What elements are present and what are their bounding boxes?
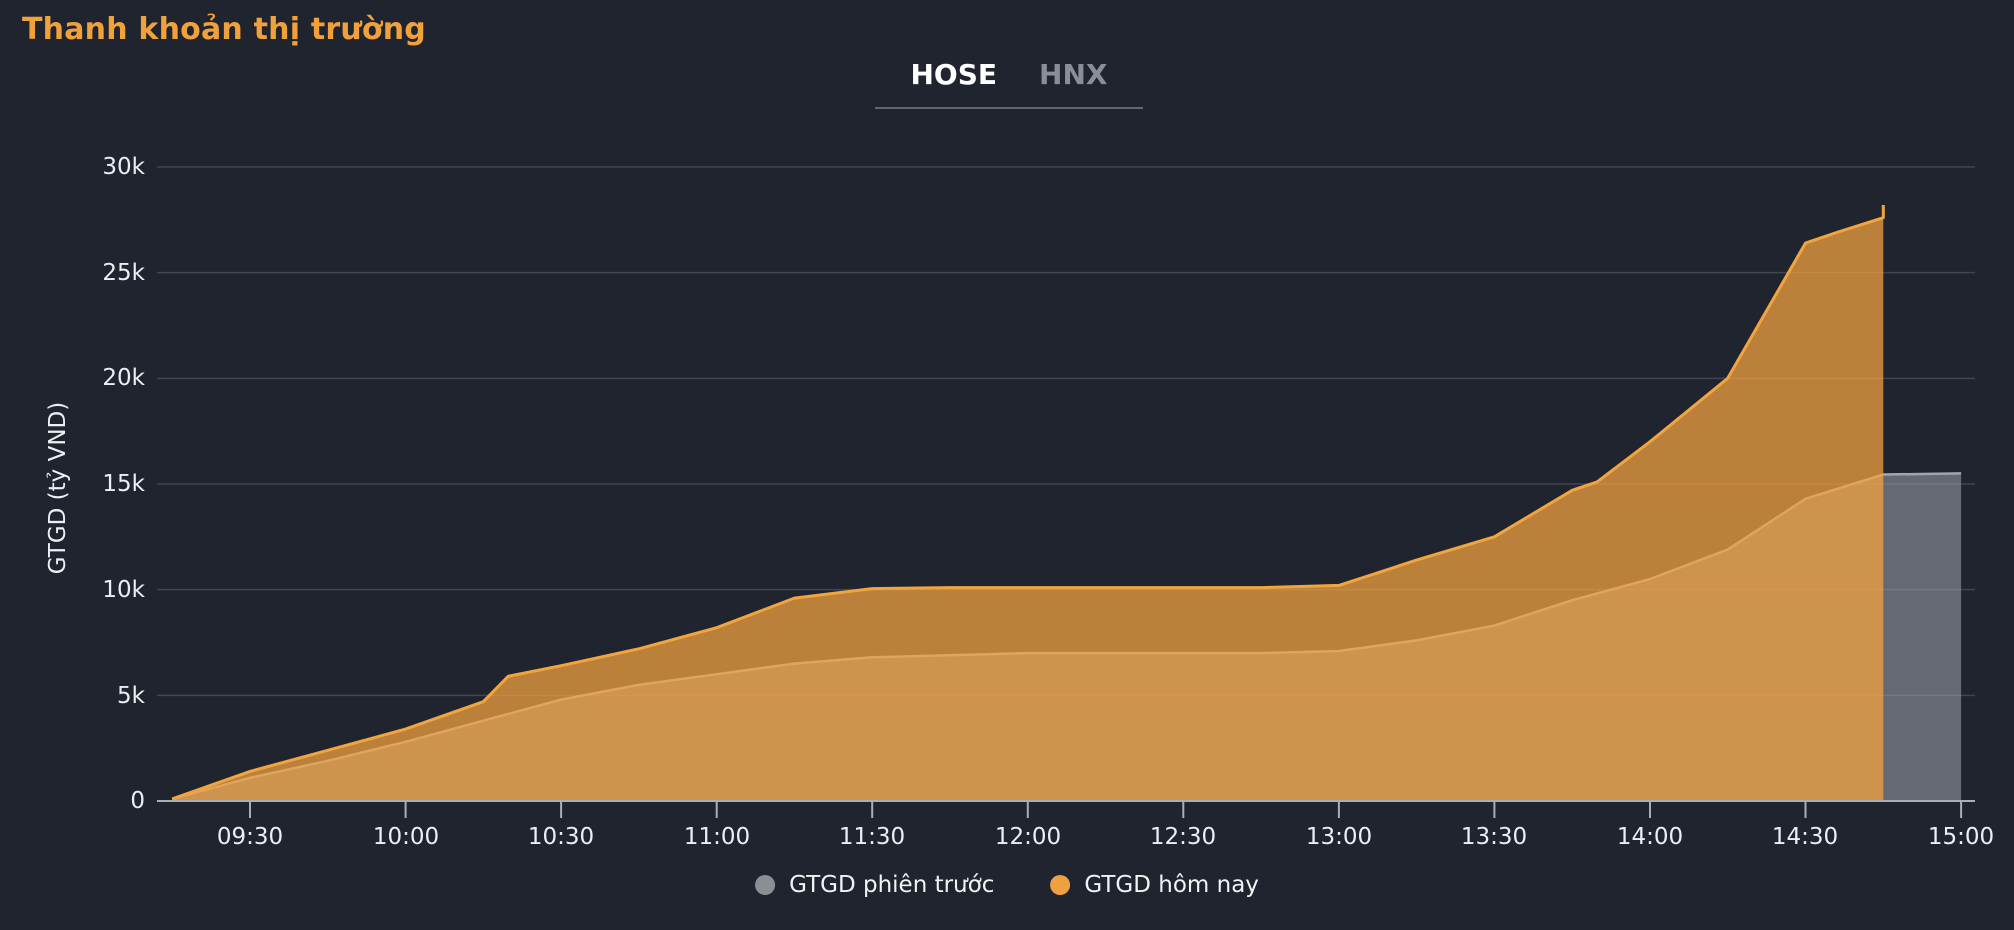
x-tick-label: 15:00 <box>1927 824 1995 850</box>
legend-item-prev[interactable]: GTGD phiên trước <box>755 872 994 898</box>
legend-label: GTGD phiên trước <box>789 872 995 898</box>
legend-dot-gray-icon <box>755 875 776 895</box>
x-tick-label: 12:30 <box>1149 824 1217 850</box>
tab-hnx[interactable]: HNX <box>1039 58 1108 91</box>
y-axis-title: GTGD (tỷ VND) <box>45 401 71 575</box>
exchange-tabs: HOSE HNX <box>875 58 1143 109</box>
y-tick-label: 25k <box>102 260 145 286</box>
page-title: Thanh khoản thị trường <box>22 12 426 47</box>
chart-legend: GTGD phiên trước GTGD hôm nay <box>755 872 1259 898</box>
x-tick-label: 14:00 <box>1616 824 1684 850</box>
legend-label: GTGD hôm nay <box>1084 872 1259 898</box>
tab-hose[interactable]: HOSE <box>910 58 998 91</box>
x-tick-label: 13:00 <box>1305 824 1373 850</box>
x-tick-label: 13:30 <box>1460 824 1528 850</box>
series-today-line <box>171 205 1885 801</box>
y-tick-label: 10k <box>102 577 145 603</box>
x-tick-label: 12:00 <box>994 824 1062 850</box>
y-tick-label: 15k <box>102 471 145 497</box>
y-tick-label: 0 <box>130 788 145 814</box>
x-tick-label: 14:30 <box>1771 824 1839 850</box>
y-tick-label: 20k <box>102 365 145 391</box>
y-tick-label: 30k <box>102 154 145 180</box>
legend-item-today[interactable]: GTGD hôm nay <box>1050 872 1259 898</box>
x-tick-label: 10:30 <box>527 824 595 850</box>
legend-dot-orange-icon <box>1050 875 1071 895</box>
x-tick-label: 10:00 <box>372 824 440 850</box>
x-tick-label: 11:00 <box>683 824 751 850</box>
y-tick-label: 5k <box>117 683 145 709</box>
x-tick-label: 09:30 <box>216 824 284 850</box>
x-tick-label: 11:30 <box>838 824 906 850</box>
x-axis-ticks <box>249 802 1963 818</box>
series-today-area <box>172 217 1884 801</box>
